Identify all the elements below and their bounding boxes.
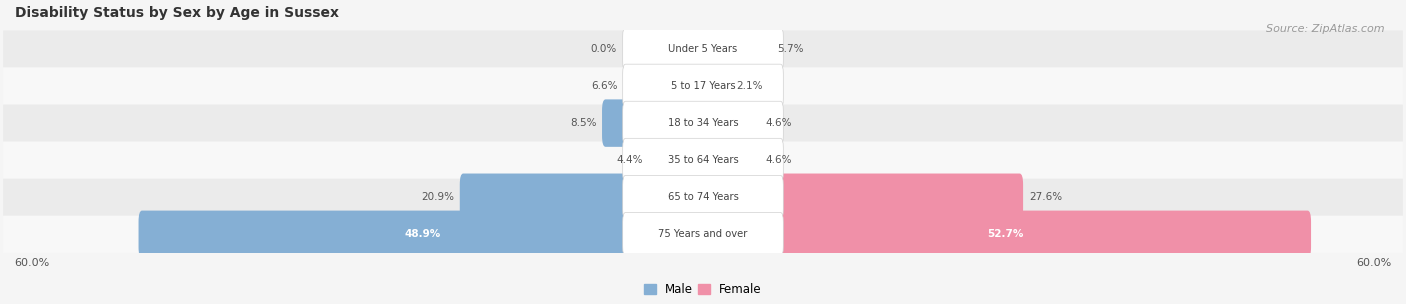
FancyBboxPatch shape bbox=[3, 179, 1403, 216]
Text: 35 to 64 Years: 35 to 64 Years bbox=[668, 155, 738, 165]
Text: 60.0%: 60.0% bbox=[14, 258, 49, 268]
FancyBboxPatch shape bbox=[700, 99, 759, 147]
Text: 75 Years and over: 75 Years and over bbox=[658, 229, 748, 239]
Text: 48.9%: 48.9% bbox=[405, 229, 440, 239]
FancyBboxPatch shape bbox=[700, 25, 772, 73]
FancyBboxPatch shape bbox=[3, 216, 1403, 253]
FancyBboxPatch shape bbox=[700, 136, 759, 184]
Text: 2.1%: 2.1% bbox=[737, 81, 763, 91]
Text: 20.9%: 20.9% bbox=[420, 192, 454, 202]
Text: 52.7%: 52.7% bbox=[987, 229, 1024, 239]
Text: 18 to 34 Years: 18 to 34 Years bbox=[668, 118, 738, 128]
Text: Disability Status by Sex by Age in Sussex: Disability Status by Sex by Age in Susse… bbox=[14, 5, 339, 19]
Text: Under 5 Years: Under 5 Years bbox=[668, 44, 738, 54]
Legend: Male, Female: Male, Female bbox=[644, 283, 762, 296]
Text: 0.0%: 0.0% bbox=[591, 44, 616, 54]
Text: 4.6%: 4.6% bbox=[765, 118, 792, 128]
Text: 65 to 74 Years: 65 to 74 Years bbox=[668, 192, 738, 202]
Text: 5.7%: 5.7% bbox=[778, 44, 804, 54]
FancyBboxPatch shape bbox=[623, 212, 783, 256]
FancyBboxPatch shape bbox=[650, 136, 706, 184]
FancyBboxPatch shape bbox=[624, 62, 706, 110]
Text: 5 to 17 Years: 5 to 17 Years bbox=[671, 81, 735, 91]
FancyBboxPatch shape bbox=[602, 99, 706, 147]
FancyBboxPatch shape bbox=[3, 142, 1403, 179]
FancyBboxPatch shape bbox=[3, 67, 1403, 105]
FancyBboxPatch shape bbox=[623, 175, 783, 219]
FancyBboxPatch shape bbox=[700, 62, 731, 110]
FancyBboxPatch shape bbox=[623, 27, 783, 71]
FancyBboxPatch shape bbox=[3, 105, 1403, 142]
Text: 60.0%: 60.0% bbox=[1357, 258, 1392, 268]
FancyBboxPatch shape bbox=[3, 30, 1403, 67]
Text: Source: ZipAtlas.com: Source: ZipAtlas.com bbox=[1267, 24, 1385, 34]
Text: 8.5%: 8.5% bbox=[569, 118, 596, 128]
FancyBboxPatch shape bbox=[623, 138, 783, 182]
FancyBboxPatch shape bbox=[623, 101, 783, 145]
FancyBboxPatch shape bbox=[460, 174, 706, 221]
Text: 6.6%: 6.6% bbox=[592, 81, 619, 91]
Text: 27.6%: 27.6% bbox=[1029, 192, 1062, 202]
FancyBboxPatch shape bbox=[700, 174, 1024, 221]
Text: 4.4%: 4.4% bbox=[617, 155, 644, 165]
FancyBboxPatch shape bbox=[623, 64, 783, 108]
FancyBboxPatch shape bbox=[139, 211, 706, 258]
Text: 4.6%: 4.6% bbox=[765, 155, 792, 165]
FancyBboxPatch shape bbox=[700, 211, 1310, 258]
